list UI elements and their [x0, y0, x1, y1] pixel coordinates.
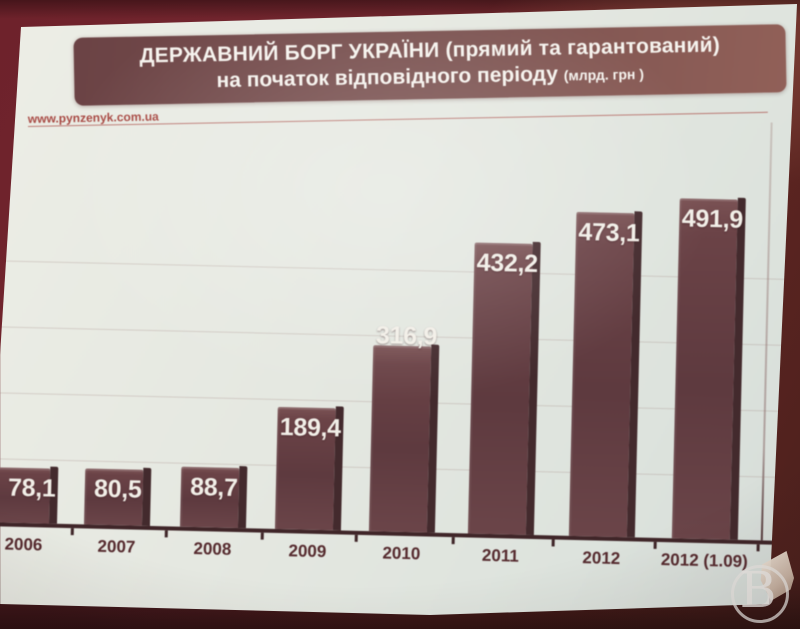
bar-value-label: 432,2 [476, 248, 539, 279]
photo-watermark-logo-circle [731, 565, 789, 623]
bar-value-label: 78,1 [7, 473, 56, 503]
x-axis-label: 2006 [4, 534, 43, 555]
bar-value-label: 491,9 [681, 204, 744, 234]
axis-tick [70, 528, 74, 536]
x-axis-label: 2008 [193, 539, 232, 559]
axis-tick [164, 530, 168, 538]
axis-tick [551, 539, 555, 547]
bar [368, 345, 432, 533]
bar-value-label: 316,9 [375, 321, 438, 351]
x-axis-label: 2010 [382, 543, 421, 564]
x-axis-label: 2011 [481, 545, 520, 566]
axis-tick [260, 532, 264, 540]
bar [568, 211, 635, 538]
bar-value-label: 189,4 [279, 413, 342, 443]
bar-value-label: 88,7 [189, 472, 238, 503]
axis-tick [653, 541, 657, 549]
x-axis-label: 2012 [582, 548, 621, 569]
slide-title-line2-text: на початок відповідного періоду [216, 62, 559, 93]
bar-chart: 78,1 2006 80,5 2007 88,7 2008 189,4 2009 316,9 20… [0, 115, 797, 614]
bar-value-label: 80,5 [93, 474, 142, 504]
axis-tick [451, 537, 455, 545]
slide-title-band: ДЕРЖАВНИЙ БОРГ УКРАЇНИ (прямий та гарант… [73, 24, 787, 106]
x-axis-label: 2009 [288, 541, 327, 562]
bar [671, 198, 738, 540]
bar [467, 242, 533, 535]
x-axis-label: 2012 (1.09) [660, 550, 748, 572]
axis-tick [756, 544, 760, 552]
gridline [0, 260, 786, 280]
photo-watermark-logo-letter: В [739, 561, 777, 619]
x-axis-label: 2007 [97, 536, 136, 557]
plot-right-border [760, 122, 773, 541]
axis-tick [354, 534, 358, 542]
slide-title-unit: (млрд. грн ) [563, 65, 645, 84]
bar-value-label: 473,1 [578, 217, 640, 248]
